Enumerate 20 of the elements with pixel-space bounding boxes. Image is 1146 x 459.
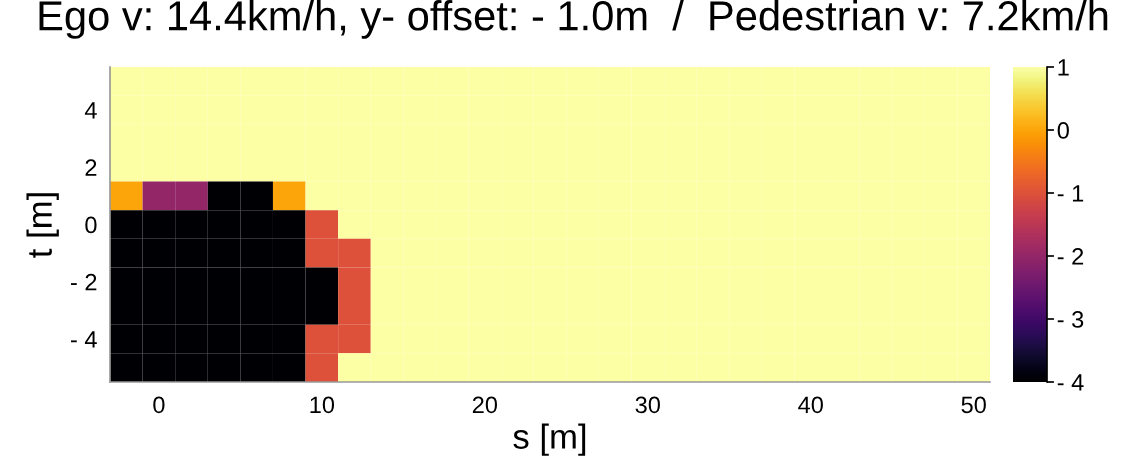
y-axis-title: t [m]	[26, 193, 59, 258]
y-tick-label: 2	[85, 159, 97, 176]
chart-title: Ego v: 14.4km/h, y- offset: - 1.0m / Pedestrian v: 7.2km/h	[39, 0, 1108, 39]
x-tick-label: 30	[635, 396, 660, 414]
color-bar-label: 0	[1057, 122, 1069, 139]
color-bar-label: - 4	[1057, 374, 1084, 391]
color-bar-label: - 1	[1057, 185, 1084, 202]
x-tick-label: 50	[961, 396, 986, 414]
y-tick-label: 4	[84, 102, 97, 119]
x-tick-label: 0	[153, 396, 165, 414]
y-tick-label: 0	[85, 216, 97, 234]
color-bar-label: - 3	[1057, 311, 1084, 328]
color-bar-label: - 2	[1057, 248, 1084, 265]
x-axis-title: s [m]	[513, 423, 586, 456]
color-bar-label: 1	[1058, 59, 1069, 76]
x-tick-label: 40	[798, 396, 823, 414]
y-tick-label: - 4	[71, 331, 97, 348]
x-tick-label: 10	[310, 396, 335, 414]
y-tick-label: - 2	[71, 273, 97, 291]
x-tick-label: 20	[472, 396, 498, 414]
